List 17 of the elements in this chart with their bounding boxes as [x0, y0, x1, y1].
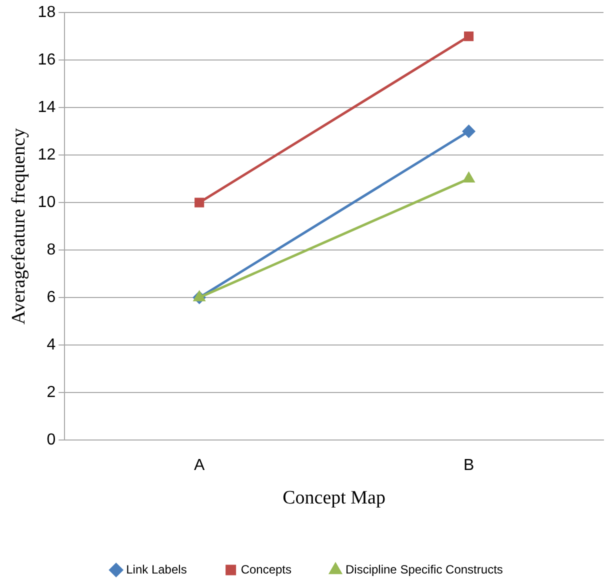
- y-tick-label: 6: [46, 288, 56, 306]
- y-axis-title: Averagefeature frequency: [8, 128, 30, 324]
- y-tick-label: 8: [46, 241, 56, 258]
- y-tick-label: 2: [46, 384, 56, 401]
- y-tick-label: 0: [46, 431, 56, 448]
- x-tick-label: A: [194, 457, 205, 474]
- x-axis-title: Concept Map: [282, 488, 386, 509]
- y-tick-label: 12: [38, 146, 56, 164]
- y-tick-label: 18: [38, 4, 56, 22]
- legend-label: Link Labels: [126, 562, 187, 576]
- x-tick-label: B: [463, 457, 474, 474]
- legend-label: Discipline Specific Constructs: [346, 562, 503, 576]
- y-tick-label: 4: [46, 336, 56, 354]
- legend-label: Concepts: [240, 562, 292, 576]
- y-tick-label: 16: [38, 51, 56, 68]
- y-tick-label: 14: [38, 98, 56, 116]
- y-tick-label: 10: [38, 194, 56, 211]
